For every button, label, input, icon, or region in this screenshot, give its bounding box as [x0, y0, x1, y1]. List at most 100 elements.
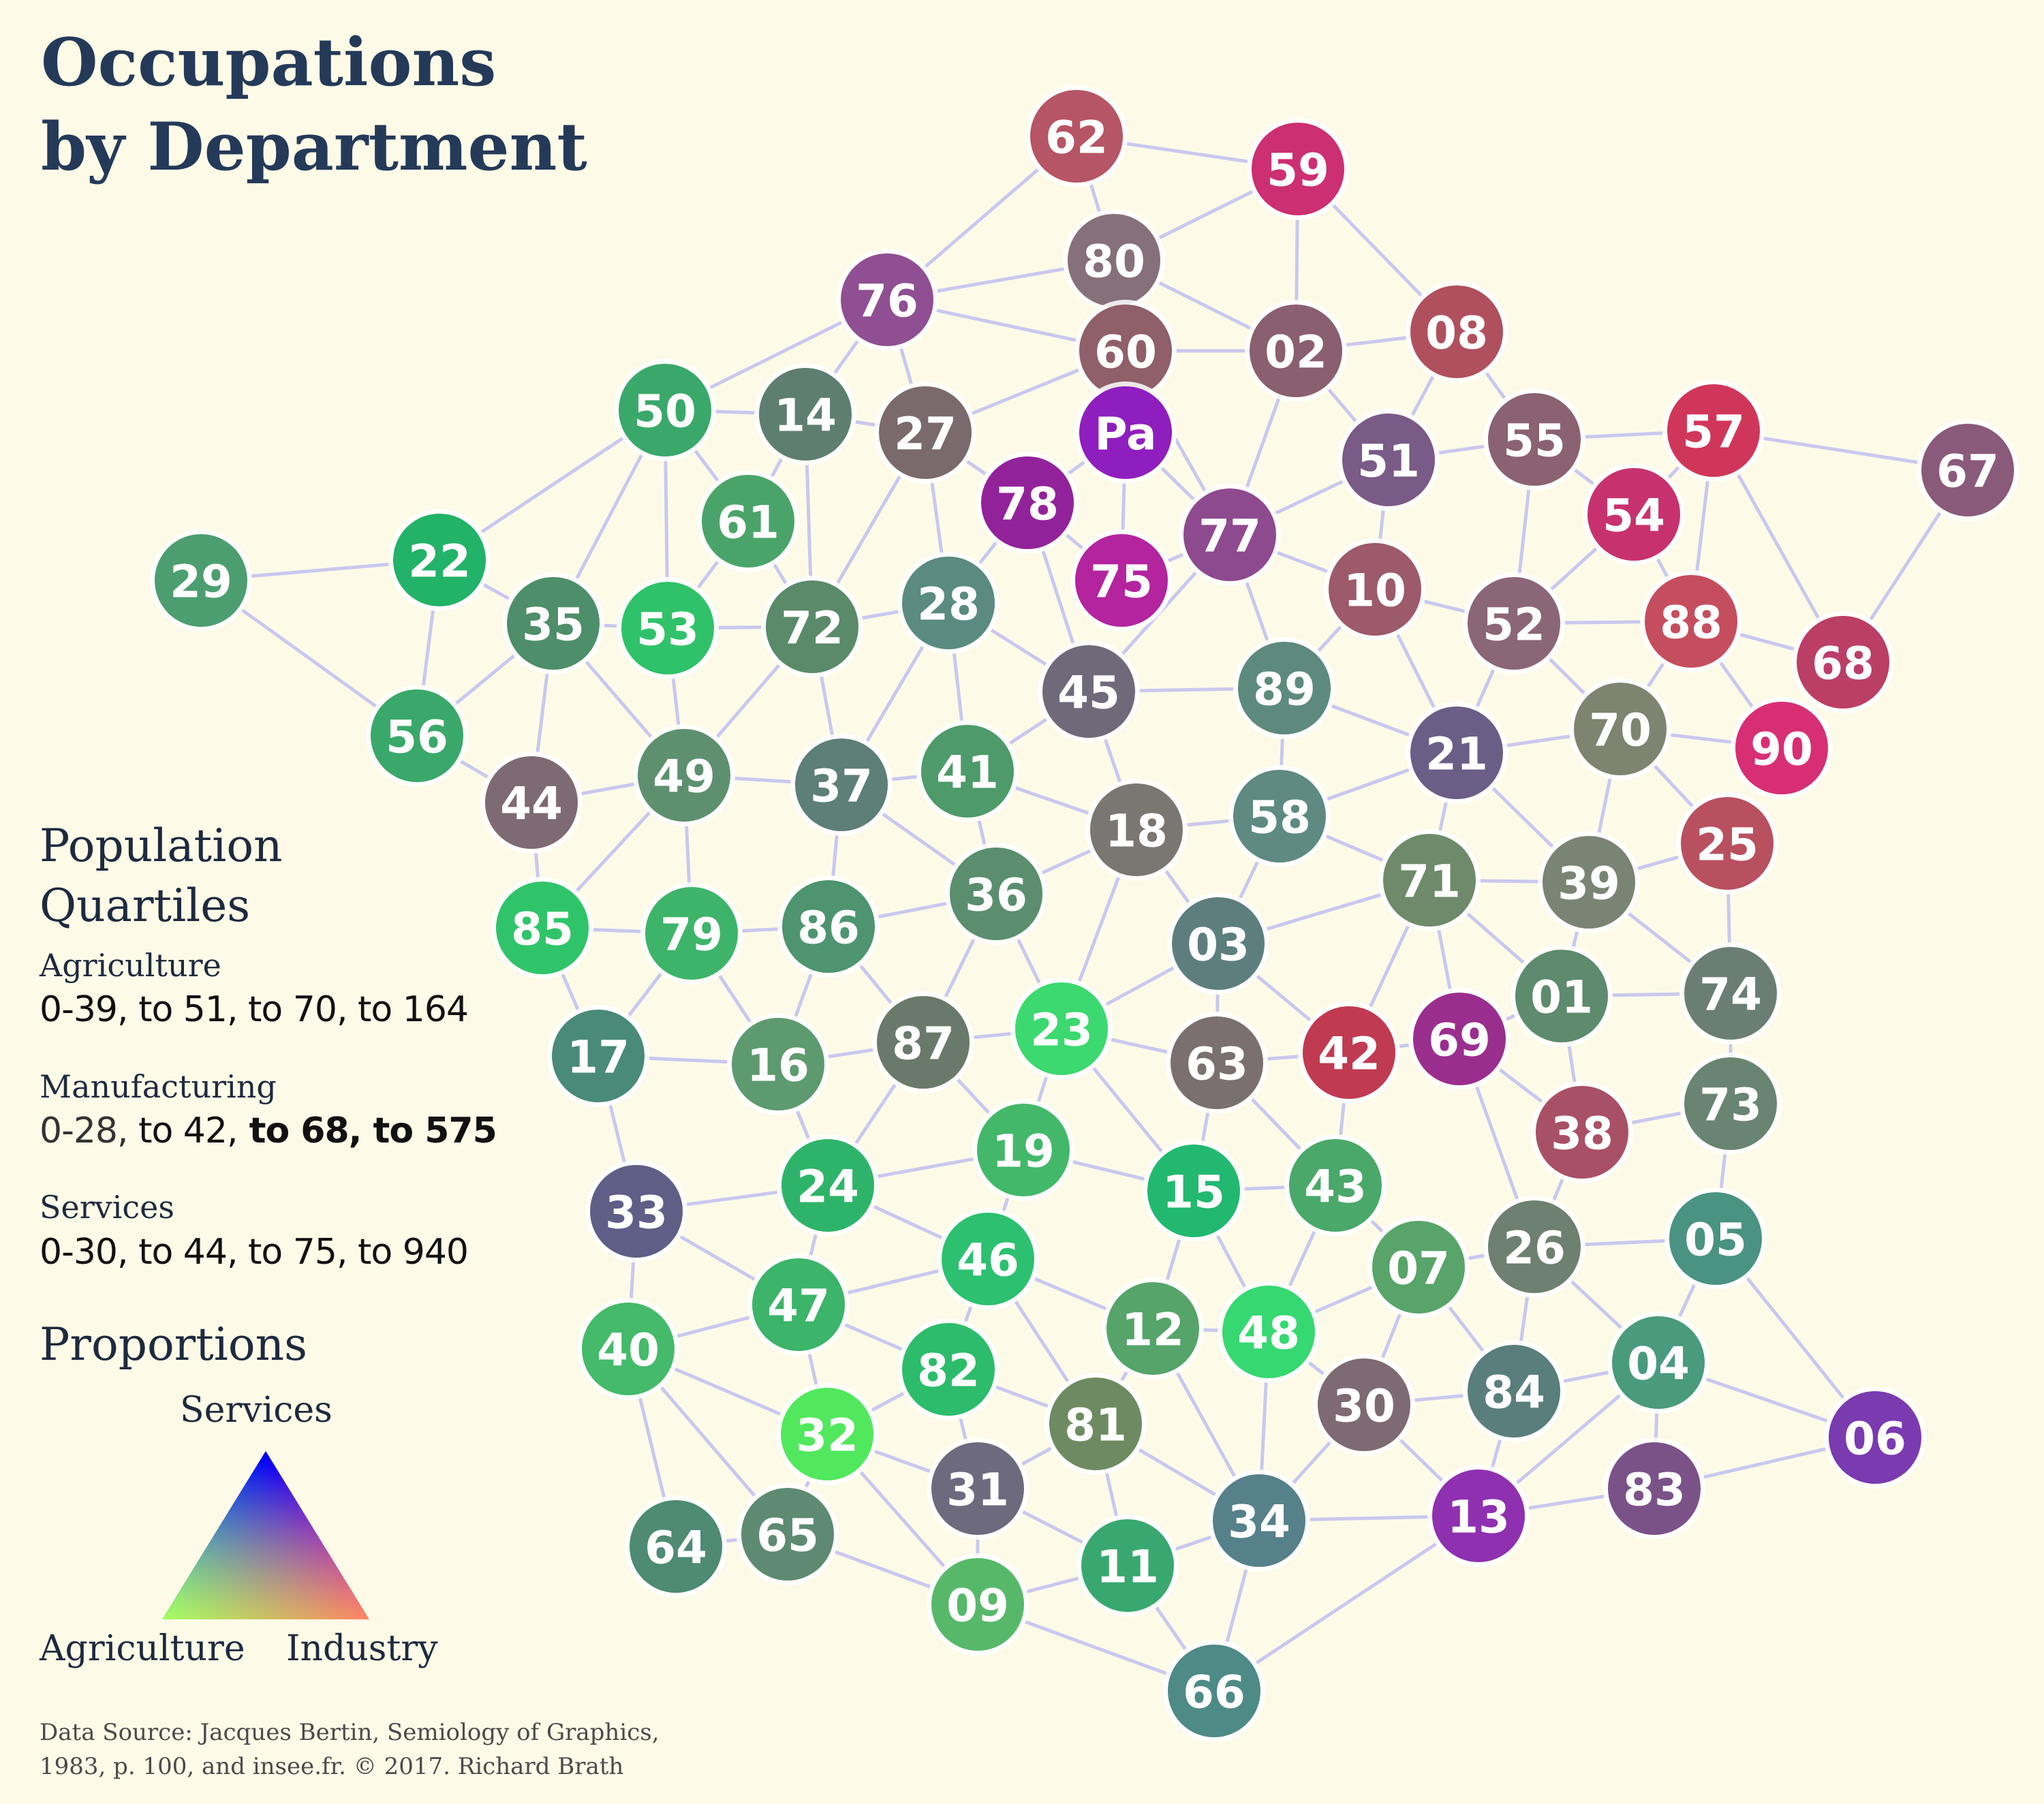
manufacturing-label: Manufacturing	[40, 1068, 277, 1105]
node-label: 54	[1602, 490, 1665, 542]
agriculture-q2: to 51,	[127, 989, 238, 1030]
department-node-75: 75	[1070, 529, 1173, 632]
node-label: 21	[1425, 728, 1488, 781]
node-label: 23	[1030, 1004, 1093, 1057]
services-label: Services	[40, 1189, 175, 1226]
department-node-18: 18	[1085, 779, 1188, 881]
node-circle	[1042, 645, 1135, 738]
node-label: 41	[936, 747, 999, 799]
node-label: 02	[1265, 326, 1327, 379]
node-label: 55	[1503, 415, 1566, 467]
node-circle	[981, 456, 1074, 549]
node-circle	[931, 1558, 1024, 1651]
node-label: 22	[408, 535, 471, 588]
node-label: 76	[856, 275, 918, 328]
node-circle	[741, 1488, 834, 1581]
department-node-53: 53	[617, 577, 719, 679]
department-node-57: 57	[1662, 379, 1765, 482]
department-node-85: 85	[491, 877, 593, 979]
node-label: 53	[636, 604, 699, 656]
node-label: 32	[796, 1410, 858, 1462]
manufacturing-quartiles: 0-28, to 42, to 68, to 575	[40, 1110, 497, 1151]
node-label: 36	[965, 869, 1027, 922]
node-circle	[902, 1323, 995, 1416]
department-node-28: 28	[897, 552, 1000, 654]
node-label: 84	[1483, 1367, 1545, 1419]
department-node-81: 81	[1044, 1373, 1147, 1475]
node-circle	[485, 756, 578, 849]
node-label: 18	[1105, 805, 1168, 858]
node-label: 01	[1530, 971, 1593, 1024]
node-circle	[1147, 1145, 1240, 1237]
department-node-12: 12	[1102, 1277, 1204, 1380]
source-note: Data Source: Jacques Bertin, Semiology o…	[40, 1715, 789, 1784]
node-circle	[371, 689, 463, 782]
department-node-76: 76	[836, 249, 938, 351]
node-label: 25	[1696, 819, 1759, 871]
department-node-58: 58	[1228, 765, 1331, 867]
agriculture-q4: to 164	[347, 989, 469, 1030]
department-node-36: 36	[945, 843, 1047, 945]
department-node-66: 66	[1163, 1640, 1265, 1742]
department-node-68: 68	[1792, 611, 1894, 713]
department-node-38: 38	[1531, 1081, 1633, 1183]
department-node-43: 43	[1284, 1134, 1387, 1237]
department-node-10: 10	[1324, 538, 1426, 640]
department-node-52: 52	[1463, 572, 1565, 674]
department-node-05: 05	[1664, 1187, 1767, 1290]
node-circle	[1030, 90, 1123, 183]
node-circle	[977, 1104, 1070, 1196]
node-circle	[582, 1303, 675, 1395]
department-node-86: 86	[777, 875, 880, 978]
department-node-02: 02	[1245, 300, 1347, 402]
triangle-label-services: Services	[180, 1390, 332, 1431]
node-label: 71	[1398, 856, 1461, 908]
department-node-48: 48	[1218, 1281, 1320, 1383]
node-label: 14	[774, 390, 837, 442]
node-circle	[1238, 642, 1331, 734]
node-label: 64	[645, 1522, 707, 1574]
department-node-14: 14	[754, 363, 856, 465]
node-circle	[1252, 123, 1344, 215]
node-label: 04	[1627, 1338, 1690, 1390]
node-label: 86	[797, 902, 860, 954]
services-q2: to 44,	[127, 1232, 238, 1273]
services-q4: to 940	[347, 1232, 469, 1273]
department-node-51: 51	[1337, 409, 1440, 511]
node-circle	[1608, 1442, 1701, 1535]
department-node-60: 60	[1074, 300, 1177, 402]
node-label: 03	[1187, 919, 1250, 971]
node-circle	[1735, 702, 1828, 794]
department-node-67: 67	[1917, 419, 2019, 521]
node-label: 56	[386, 711, 448, 764]
node-label: 16	[747, 1040, 809, 1092]
node-label: 10	[1344, 565, 1406, 617]
department-node-29: 29	[150, 529, 252, 632]
proportions-triangle	[162, 1451, 369, 1619]
department-node-61: 61	[697, 470, 799, 572]
chart-title-line-1: Occupations	[41, 24, 497, 101]
node-label: 70	[1589, 704, 1652, 757]
node-label: 26	[1503, 1222, 1566, 1275]
node-circle	[950, 847, 1042, 940]
node-label: 35	[522, 599, 585, 651]
node-label: 65	[756, 1510, 819, 1562]
node-label: 52	[1483, 599, 1545, 651]
node-circle	[1797, 616, 1889, 709]
node-label: 45	[1057, 667, 1120, 719]
node-label: 46	[957, 1234, 1019, 1287]
agriculture-q1: 0-39,	[40, 989, 129, 1030]
node-circle	[1213, 1474, 1305, 1567]
department-node-54: 54	[1583, 463, 1685, 565]
node-label: 90	[1750, 724, 1813, 776]
node-circle	[1372, 1221, 1465, 1313]
legend-heading-line-2: Quartiles	[40, 880, 251, 932]
node-label: 77	[1198, 510, 1261, 563]
node-circle	[155, 534, 247, 627]
node-label: 80	[1083, 236, 1145, 288]
node-circle	[1168, 1645, 1260, 1737]
node-circle	[1667, 384, 1760, 477]
department-node-15: 15	[1143, 1140, 1245, 1242]
node-circle	[931, 1442, 1024, 1535]
triangle-label-agriculture: Agriculture	[40, 1628, 245, 1669]
